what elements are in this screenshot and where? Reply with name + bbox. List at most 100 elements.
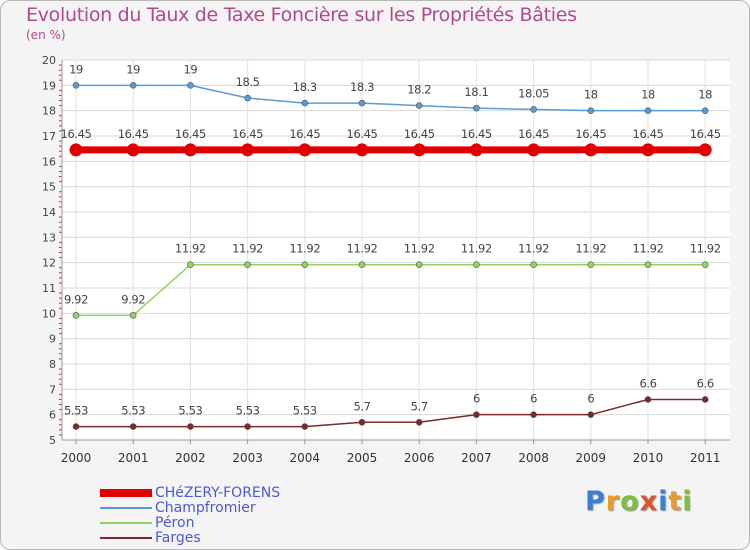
data-label: 11.92 [175, 242, 206, 256]
data-label: 18 [641, 88, 655, 102]
data-point [69, 143, 83, 157]
data-label: 5.53 [121, 404, 145, 418]
data-point [473, 261, 480, 268]
data-point [301, 423, 309, 430]
proxiti-logo: Proxiti [585, 486, 693, 517]
data-point [644, 396, 652, 403]
logo-letter: P [585, 486, 606, 517]
data-label: 18.5 [236, 75, 260, 89]
data-label: 16.45 [518, 127, 549, 141]
legend-label: Péron [155, 515, 195, 531]
series-line-1 [76, 84, 706, 112]
data-label: 9.92 [64, 292, 88, 306]
legend-item: Péron [100, 515, 360, 531]
x-tick-label: 2006 [404, 451, 435, 465]
data-label: 5.53 [178, 404, 202, 418]
y-tick-label: 7 [49, 383, 56, 396]
data-label: 11.92 [404, 242, 435, 256]
data-label: 11.92 [232, 242, 263, 256]
data-point [244, 423, 251, 430]
y-tick-label: 10 [42, 307, 56, 320]
data-point [187, 261, 194, 268]
data-label: 16.45 [404, 127, 435, 141]
data-label: 5.53 [236, 404, 260, 418]
data-point [301, 261, 309, 268]
data-point [358, 418, 366, 426]
data-point [358, 261, 366, 268]
data-point [241, 143, 255, 157]
y-tick-label: 18 [42, 105, 56, 118]
logo-letter: i [658, 486, 669, 517]
data-point [129, 423, 137, 430]
data-label: 19 [126, 62, 140, 76]
data-point [644, 261, 652, 268]
data-label: 16.45 [575, 127, 606, 141]
y-tick-label: 20 [42, 54, 56, 67]
data-point [187, 82, 194, 89]
y-tick-label: 14 [42, 206, 56, 219]
logo-letter: x [639, 486, 659, 517]
data-label: 16.45 [347, 127, 378, 141]
data-label: 16.45 [633, 127, 664, 141]
legend-label: Champfromier [155, 500, 256, 516]
data-label: 19 [183, 62, 197, 76]
data-point [129, 82, 137, 89]
data-label: 9.92 [121, 292, 145, 306]
data-point [587, 411, 595, 418]
x-tick-label: 2009 [576, 451, 607, 465]
data-point [72, 82, 80, 89]
x-tick-label: 2010 [633, 451, 664, 465]
legend-swatch [100, 489, 152, 497]
legend-swatch [100, 537, 152, 539]
data-label: 11.92 [461, 242, 492, 256]
data-label: 16.45 [461, 127, 492, 141]
legend-label: Farges [155, 530, 201, 546]
data-point [587, 261, 595, 268]
data-label: 5.7 [353, 399, 370, 413]
data-point [72, 423, 80, 430]
y-tick-label: 5 [49, 434, 56, 447]
data-label: 6.6 [697, 376, 714, 390]
y-tick-label: 12 [42, 257, 56, 270]
legend-item: CHéZERY-FORENS [100, 485, 360, 501]
x-tick-label: 2004 [290, 451, 321, 465]
data-label: 11.92 [575, 242, 606, 256]
data-point [358, 99, 366, 107]
series-line-2 [76, 263, 706, 317]
data-label: 11.92 [518, 242, 549, 256]
y-tick-label: 17 [42, 130, 56, 143]
data-point [72, 312, 80, 319]
data-label: 5.53 [293, 404, 317, 418]
data-point [473, 104, 480, 112]
data-label: 18.05 [518, 86, 549, 100]
y-tick-label: 9 [49, 333, 56, 346]
logo-letter: o [620, 486, 640, 517]
x-tick-label: 2008 [518, 451, 549, 465]
data-point [530, 106, 537, 113]
data-label: 11.92 [690, 242, 721, 256]
data-point [415, 261, 423, 268]
data-point [415, 102, 423, 109]
data-point [701, 396, 709, 403]
data-label: 6.6 [639, 376, 656, 390]
data-label: 16.45 [175, 127, 206, 141]
data-point [187, 423, 194, 430]
data-label: 11.92 [289, 242, 320, 256]
data-label: 16.45 [232, 127, 263, 141]
data-label: 18.2 [407, 83, 431, 97]
logo-letter: t [668, 486, 683, 517]
x-tick-label: 2001 [118, 451, 149, 465]
data-label: 19 [69, 62, 83, 76]
y-tick-label: 15 [42, 181, 56, 194]
data-point [644, 107, 652, 114]
data-point [530, 411, 537, 418]
data-point [412, 143, 426, 157]
data-point [298, 143, 312, 157]
legend-label: CHéZERY-FORENS [155, 485, 281, 501]
data-point [244, 94, 251, 102]
data-point [641, 143, 655, 157]
chart-title: Evolution du Taux de Taxe Foncière sur l… [26, 4, 577, 26]
data-label: 5.53 [64, 404, 88, 418]
data-label: 18 [698, 88, 712, 102]
